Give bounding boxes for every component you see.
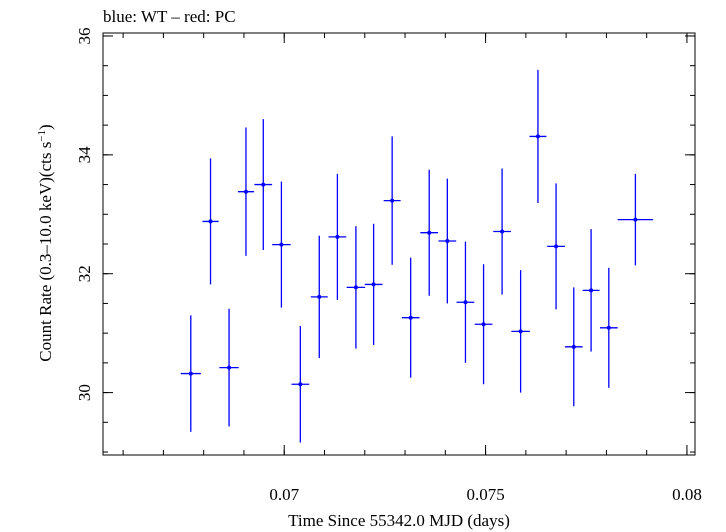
data-point — [511, 270, 530, 393]
data-point — [291, 326, 310, 443]
point-marker — [390, 198, 395, 203]
data-point — [310, 235, 328, 359]
point-marker — [518, 329, 523, 334]
x-tick-label: 0.08 — [672, 485, 702, 504]
point-marker — [554, 244, 559, 249]
data-point — [617, 173, 654, 266]
y-axis-label: Count Rate (0.3–10.0 keV)(cts s−1) — [36, 124, 55, 361]
point-marker — [227, 365, 232, 370]
y-tick-label: 36 — [75, 27, 94, 44]
point-marker — [279, 242, 284, 247]
point-marker — [606, 325, 611, 330]
point-marker — [535, 134, 540, 139]
y-tick-label: 32 — [75, 265, 94, 282]
point-marker — [371, 282, 376, 287]
x-tick-label: 0.075 — [466, 485, 504, 504]
axis-ticks: 0.07 0.075 0.08 30 32 34 36 — [75, 27, 702, 504]
data-point — [180, 315, 201, 432]
data-point — [383, 136, 401, 265]
data-point — [202, 158, 219, 285]
data-point — [456, 241, 475, 363]
data-point — [474, 264, 493, 385]
y-tick-label: 34 — [75, 146, 94, 164]
data-point — [564, 287, 583, 407]
data-point — [529, 69, 547, 203]
point-marker — [298, 382, 303, 387]
point-marker — [481, 322, 486, 327]
point-marker — [500, 229, 505, 234]
point-marker — [445, 239, 450, 244]
point-marker — [589, 288, 594, 293]
data-point — [328, 173, 347, 300]
data-point — [254, 119, 273, 250]
point-marker — [463, 300, 468, 305]
point-marker — [261, 182, 266, 187]
data-point — [599, 267, 618, 388]
data-point — [493, 168, 511, 295]
data-points — [180, 69, 654, 443]
data-point — [237, 127, 255, 256]
data-point — [401, 257, 420, 378]
data-point — [219, 308, 239, 427]
data-point — [364, 223, 383, 346]
data-point — [438, 178, 457, 304]
point-marker — [243, 189, 248, 194]
data-point — [582, 229, 600, 352]
y-axis-label-close: ) — [36, 124, 55, 130]
data-point — [420, 169, 439, 296]
point-marker — [408, 315, 413, 320]
point-marker — [208, 219, 213, 224]
point-marker — [188, 371, 193, 376]
point-marker — [633, 217, 638, 222]
x-tick-label: 0.07 — [269, 485, 299, 504]
data-point — [272, 181, 291, 308]
y-tick-label: 30 — [75, 384, 94, 401]
chart-title: blue: WT – red: PC — [103, 7, 236, 26]
data-point — [346, 226, 366, 349]
y-axis-label-main: Count Rate (0.3–10.0 keV)(cts s — [36, 142, 55, 362]
point-marker — [317, 294, 322, 299]
point-marker — [427, 230, 432, 235]
y-axis-label-superscript: −1 — [36, 130, 48, 142]
data-point — [547, 183, 565, 310]
x-axis-label: Time Since 55342.0 MJD (days) — [288, 511, 510, 530]
point-marker — [353, 285, 358, 290]
point-marker — [335, 234, 340, 239]
point-marker — [571, 344, 576, 349]
